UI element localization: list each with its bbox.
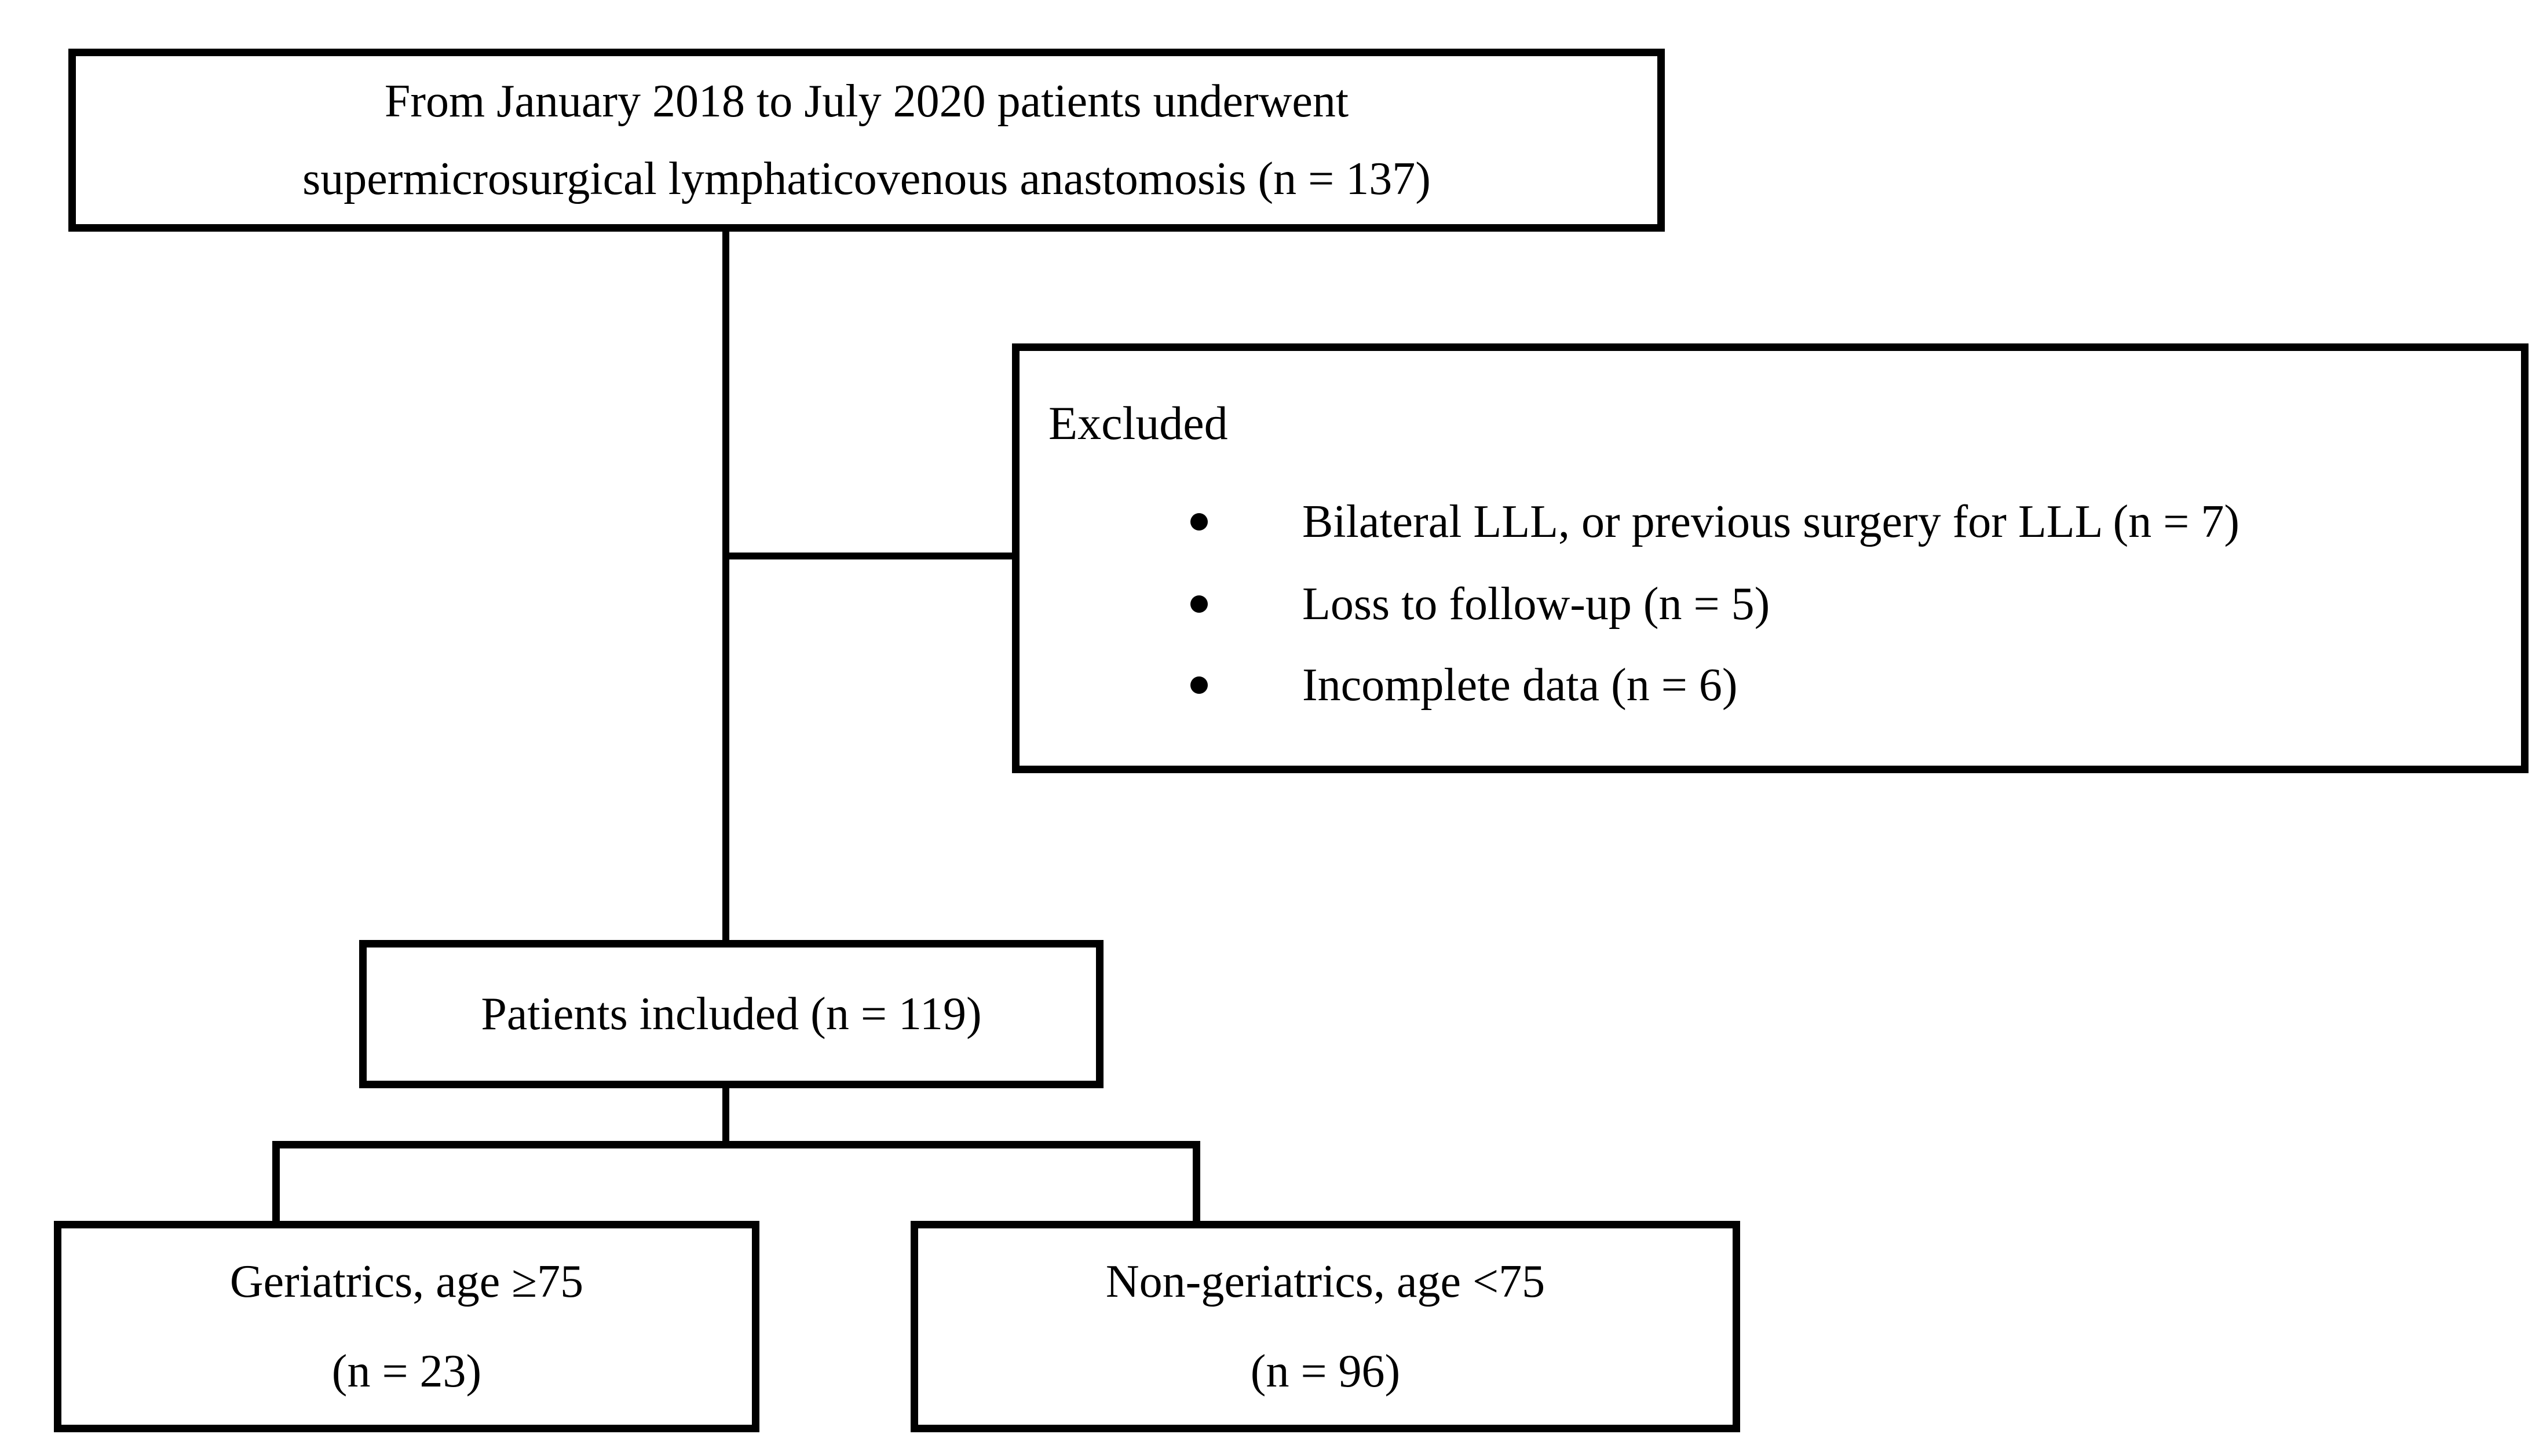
included-box: Patients included (n = 119) — [359, 940, 1104, 1088]
excluded-item: Loss to follow-up (n = 5) — [1190, 572, 1770, 636]
connector-included-to-split — [722, 1087, 729, 1145]
non-geriatrics-count: (n = 96) — [1250, 1345, 1401, 1397]
excluded-item: Incomplete data (n = 6) — [1190, 653, 1737, 717]
included-label: Patients included (n = 119) — [481, 988, 982, 1040]
bullet-icon — [1190, 595, 1208, 613]
non-geriatrics-line-1: Non-geriatrics, age <75 — [1105, 1256, 1545, 1308]
split-bar — [272, 1141, 1200, 1148]
bullet-icon — [1190, 513, 1208, 531]
connector-to-excluded — [726, 553, 1012, 559]
enrollment-line-2: supermicrosurgical lymphaticovenous anas… — [302, 153, 1431, 204]
excluded-box: Excluded Bilateral LLL, or previous surg… — [1012, 343, 2529, 773]
bullet-icon — [1190, 676, 1208, 694]
enrollment-box: From January 2018 to July 2020 patients … — [68, 49, 1665, 232]
excluded-item: Bilateral LLL, or previous surgery for L… — [1190, 490, 2239, 554]
geriatrics-box: Geriatrics, age ≥75 (n = 23) — [54, 1221, 759, 1432]
excluded-item-label: Loss to follow-up (n = 5) — [1302, 579, 1770, 630]
enrollment-line-1: From January 2018 to July 2020 patients … — [384, 75, 1349, 127]
excluded-item-label: Incomplete data (n = 6) — [1302, 660, 1738, 711]
connector-split-to-non-geriatrics — [1193, 1141, 1200, 1221]
geriatrics-count: (n = 23) — [331, 1345, 482, 1397]
connector-split-to-geriatrics — [272, 1141, 280, 1221]
geriatrics-line-1: Geriatrics, age ≥75 — [229, 1256, 584, 1308]
excluded-title: Excluded — [1048, 397, 1228, 449]
non-geriatrics-box: Non-geriatrics, age <75 (n = 96) — [911, 1221, 1740, 1432]
connector-enrollment-to-included — [722, 232, 729, 941]
excluded-item-label: Bilateral LLL, or previous surgery for L… — [1302, 496, 2239, 547]
